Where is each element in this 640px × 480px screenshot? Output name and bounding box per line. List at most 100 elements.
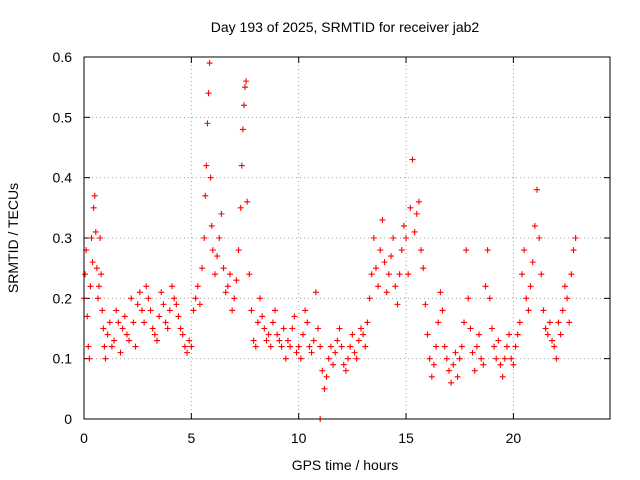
data-point xyxy=(243,78,250,85)
y-tick-label: 0 xyxy=(64,411,72,427)
data-point xyxy=(287,343,294,350)
data-point xyxy=(181,343,188,350)
data-point xyxy=(372,265,379,272)
data-point xyxy=(304,319,311,326)
data-point xyxy=(572,235,579,241)
data-point xyxy=(199,265,206,272)
data-point xyxy=(171,295,178,302)
data-point xyxy=(250,337,257,344)
data-point xyxy=(428,373,435,380)
data-point xyxy=(345,355,352,362)
data-point xyxy=(540,307,547,314)
data-point xyxy=(204,120,211,127)
data-point xyxy=(284,337,291,344)
data-point xyxy=(557,331,564,338)
data-point xyxy=(330,361,337,368)
y-tick-label: 0.4 xyxy=(53,170,73,186)
data-point xyxy=(162,319,169,326)
data-point xyxy=(418,247,425,254)
data-point xyxy=(461,319,468,326)
data-point xyxy=(97,235,104,241)
data-point xyxy=(190,307,197,314)
data-point xyxy=(201,235,208,241)
data-point xyxy=(473,343,480,350)
data-point xyxy=(364,319,371,326)
data-point xyxy=(388,253,395,260)
data-point xyxy=(205,90,212,97)
data-point xyxy=(454,373,461,380)
data-point xyxy=(353,355,360,362)
data-point xyxy=(86,355,93,362)
data-point xyxy=(568,271,575,278)
data-point xyxy=(433,343,440,350)
data-point xyxy=(299,331,306,338)
data-point xyxy=(448,379,455,386)
data-point xyxy=(385,271,392,278)
data-point xyxy=(98,271,105,278)
data-point xyxy=(357,325,364,332)
data-point xyxy=(342,367,349,374)
data-point xyxy=(226,271,233,278)
data-point xyxy=(529,259,536,266)
data-point xyxy=(501,355,508,362)
data-point xyxy=(208,222,215,229)
data-point xyxy=(403,235,410,241)
data-point xyxy=(272,307,279,314)
data-point xyxy=(84,313,91,320)
data-point xyxy=(415,198,422,205)
data-point xyxy=(450,361,457,368)
data-point xyxy=(488,325,495,332)
data-point xyxy=(111,337,118,344)
data-point xyxy=(192,295,199,302)
data-point xyxy=(443,355,450,362)
data-point xyxy=(173,301,180,308)
data-point xyxy=(100,325,107,332)
data-point xyxy=(536,235,543,241)
data-point xyxy=(87,283,94,290)
x-tick-label: 10 xyxy=(291,430,307,446)
data-point xyxy=(280,325,287,332)
data-point xyxy=(549,337,556,344)
y-tick-label: 0.1 xyxy=(53,351,73,367)
data-point xyxy=(196,301,203,308)
data-point xyxy=(145,295,152,302)
data-point xyxy=(269,319,276,326)
data-point xyxy=(426,355,433,362)
data-point xyxy=(368,271,375,278)
data-point xyxy=(244,198,251,205)
data-point xyxy=(375,283,382,290)
data-point xyxy=(420,265,427,272)
data-point xyxy=(169,283,176,290)
data-point xyxy=(89,259,96,266)
data-point xyxy=(538,271,545,278)
data-point xyxy=(355,337,362,344)
data-point xyxy=(179,331,186,338)
data-point xyxy=(508,355,515,362)
data-point xyxy=(231,295,238,302)
data-point xyxy=(85,343,92,350)
data-point xyxy=(194,283,201,290)
data-point xyxy=(143,283,150,290)
data-point xyxy=(381,259,388,266)
data-point xyxy=(491,343,498,350)
data-point xyxy=(312,289,319,296)
data-point xyxy=(156,313,163,320)
data-point xyxy=(115,319,122,326)
data-point xyxy=(216,235,223,241)
x-tick-label: 0 xyxy=(80,430,88,446)
data-point xyxy=(379,216,386,223)
data-point xyxy=(282,355,289,362)
y-tick-label: 0.2 xyxy=(53,290,73,306)
data-point xyxy=(259,313,266,320)
data-point xyxy=(207,174,214,181)
data-point xyxy=(126,337,133,344)
data-point xyxy=(263,337,270,344)
data-point xyxy=(516,319,523,326)
data-point xyxy=(437,289,444,296)
data-point xyxy=(308,349,315,356)
series-SRMTID xyxy=(81,60,579,392)
data-point xyxy=(435,319,442,326)
data-point xyxy=(495,337,502,344)
